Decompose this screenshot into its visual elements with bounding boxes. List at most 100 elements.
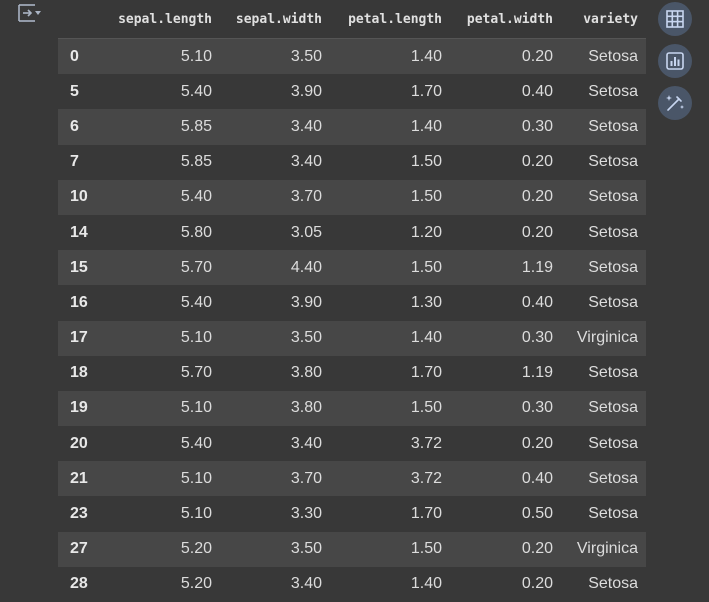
table-cell-sepal-width: 3.40 bbox=[220, 567, 330, 602]
table-cell-variety: Setosa bbox=[561, 461, 646, 496]
table-cell-sepal-length: 5.10 bbox=[100, 391, 220, 426]
row-index: 0 bbox=[58, 39, 100, 75]
row-index: 27 bbox=[58, 532, 100, 567]
row-index: 15 bbox=[58, 250, 100, 285]
table-cell-petal-width: 0.30 bbox=[450, 321, 561, 356]
table-cell-sepal-length: 5.40 bbox=[100, 74, 220, 109]
table-cell-petal-width: 0.20 bbox=[450, 180, 561, 215]
table-cell-petal-width: 0.30 bbox=[450, 109, 561, 144]
column-header-variety: variety bbox=[561, 0, 646, 39]
row-index: 18 bbox=[58, 356, 100, 391]
table-cell-petal-length: 1.40 bbox=[330, 567, 450, 602]
column-header-petal-length: petal.length bbox=[330, 0, 450, 39]
table-cell-sepal-length: 5.40 bbox=[100, 180, 220, 215]
table-cell-sepal-width: 3.80 bbox=[220, 356, 330, 391]
table-cell-sepal-width: 3.80 bbox=[220, 391, 330, 426]
table-cell-petal-width: 0.20 bbox=[450, 567, 561, 602]
table-cell-sepal-width: 4.40 bbox=[220, 250, 330, 285]
column-header-sepal-width: sepal.width bbox=[220, 0, 330, 39]
table-cell-petal-length: 1.50 bbox=[330, 250, 450, 285]
bar-chart-icon bbox=[665, 51, 685, 71]
table-cell-petal-length: 1.30 bbox=[330, 285, 450, 320]
table-cell-sepal-width: 3.40 bbox=[220, 109, 330, 144]
table-view-button[interactable] bbox=[658, 2, 692, 36]
row-index: 16 bbox=[58, 285, 100, 320]
table-cell-sepal-width: 3.40 bbox=[220, 145, 330, 180]
table-cell-petal-width: 0.50 bbox=[450, 496, 561, 531]
table-cell-sepal-width: 3.70 bbox=[220, 461, 330, 496]
table-cell-petal-length: 1.40 bbox=[330, 321, 450, 356]
table-cell-sepal-width: 3.50 bbox=[220, 532, 330, 567]
table-cell-petal-length: 1.50 bbox=[330, 145, 450, 180]
table-cell-sepal-length: 5.85 bbox=[100, 145, 220, 180]
magic-wand-icon bbox=[664, 92, 686, 114]
column-header-sepal-length: sepal.length bbox=[100, 0, 220, 39]
table-cell-sepal-length: 5.70 bbox=[100, 250, 220, 285]
table-cell-petal-width: 0.40 bbox=[450, 285, 561, 320]
table-cell-petal-width: 0.20 bbox=[450, 215, 561, 250]
table-cell-sepal-length: 5.40 bbox=[100, 285, 220, 320]
table-cell-sepal-length: 5.10 bbox=[100, 39, 220, 75]
row-index: 10 bbox=[58, 180, 100, 215]
table-cell-sepal-length: 5.70 bbox=[100, 356, 220, 391]
table-cell-petal-length: 1.40 bbox=[330, 39, 450, 75]
table-cell-petal-length: 1.50 bbox=[330, 532, 450, 567]
table-cell-variety: Virginica bbox=[561, 532, 646, 567]
table-cell-sepal-length: 5.20 bbox=[100, 532, 220, 567]
table-cell-petal-length: 1.70 bbox=[330, 496, 450, 531]
table-cell-petal-width: 0.20 bbox=[450, 532, 561, 567]
table-cell-petal-length: 1.70 bbox=[330, 356, 450, 391]
table-cell-variety: Setosa bbox=[561, 356, 646, 391]
table-cell-petal-width: 1.19 bbox=[450, 250, 561, 285]
table-cell-sepal-width: 3.50 bbox=[220, 321, 330, 356]
table-cell-variety: Setosa bbox=[561, 215, 646, 250]
table-cell-sepal-length: 5.80 bbox=[100, 215, 220, 250]
table-cell-sepal-length: 5.40 bbox=[100, 426, 220, 461]
table-cell-petal-length: 1.40 bbox=[330, 109, 450, 144]
table-cell-sepal-width: 3.90 bbox=[220, 74, 330, 109]
table-cell-variety: Setosa bbox=[561, 180, 646, 215]
table-cell-petal-width: 1.19 bbox=[450, 356, 561, 391]
table-cell-petal-width: 0.20 bbox=[450, 145, 561, 180]
table-cell-sepal-length: 5.10 bbox=[100, 496, 220, 531]
table-cell-sepal-width: 3.05 bbox=[220, 215, 330, 250]
row-index: 17 bbox=[58, 321, 100, 356]
table-cell-petal-length: 1.50 bbox=[330, 391, 450, 426]
table-cell-petal-width: 0.30 bbox=[450, 391, 561, 426]
table-cell-sepal-width: 3.90 bbox=[220, 285, 330, 320]
table-view-icon bbox=[665, 9, 685, 29]
column-header-index bbox=[58, 0, 100, 39]
output-toggle-button[interactable] bbox=[16, 2, 42, 24]
row-index: 7 bbox=[58, 145, 100, 180]
magic-generate-button[interactable] bbox=[658, 86, 692, 120]
row-index: 23 bbox=[58, 496, 100, 531]
table-cell-variety: Setosa bbox=[561, 426, 646, 461]
table-cell-variety: Setosa bbox=[561, 250, 646, 285]
chart-suggestion-button[interactable] bbox=[658, 44, 692, 78]
table-cell-petal-length: 1.50 bbox=[330, 180, 450, 215]
table-cell-petal-length: 3.72 bbox=[330, 461, 450, 496]
table-cell-petal-length: 1.20 bbox=[330, 215, 450, 250]
table-cell-variety: Setosa bbox=[561, 391, 646, 426]
row-index: 14 bbox=[58, 215, 100, 250]
table-cell-sepal-length: 5.20 bbox=[100, 567, 220, 602]
row-index: 28 bbox=[58, 567, 100, 602]
table-cell-variety: Setosa bbox=[561, 39, 646, 75]
output-toggle-icon bbox=[16, 2, 42, 24]
table-cell-variety: Setosa bbox=[561, 74, 646, 109]
table-cell-variety: Setosa bbox=[561, 496, 646, 531]
table-cell-petal-width: 0.40 bbox=[450, 74, 561, 109]
